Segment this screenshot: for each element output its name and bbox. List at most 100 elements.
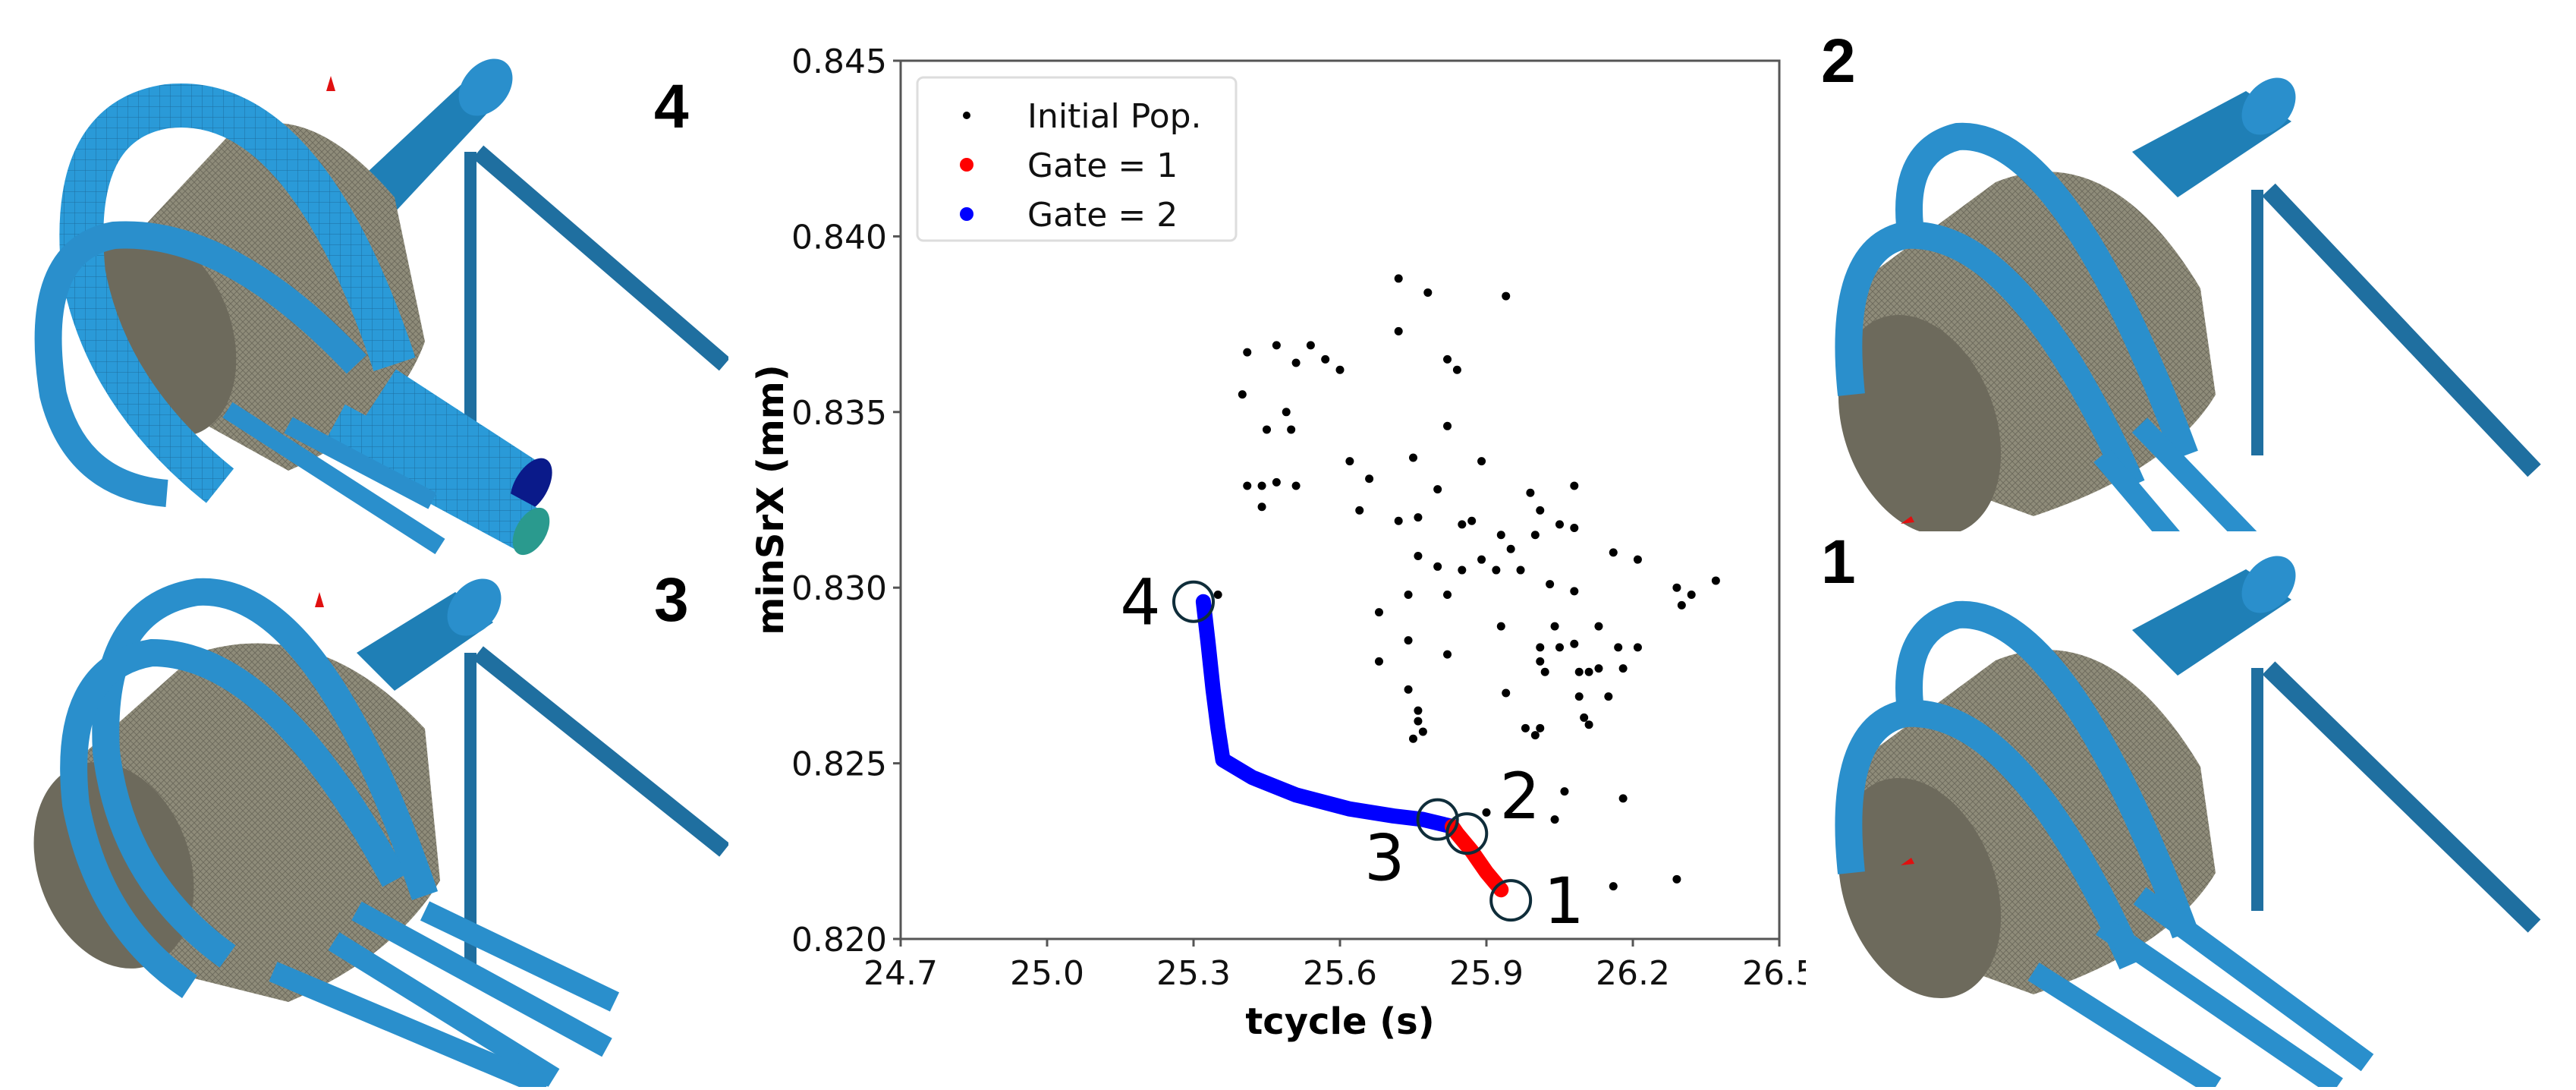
data-point-initial-pop	[1580, 713, 1589, 722]
data-point-initial-pop	[1257, 502, 1266, 512]
y-axis-label: minSrX (mm)	[750, 364, 792, 635]
data-point-initial-pop	[1506, 544, 1515, 553]
data-point-initial-pop	[1394, 516, 1403, 525]
data-point-initial-pop	[1570, 587, 1579, 596]
data-point-initial-pop	[1496, 622, 1505, 631]
y-tick-label: 0.835	[791, 394, 887, 433]
data-point-initial-pop	[1374, 657, 1383, 666]
mold-mesh-illustration	[34, 58, 731, 556]
data-point-initial-pop	[1711, 576, 1720, 585]
data-point-initial-pop	[1345, 457, 1354, 466]
solution-marker-circle	[1416, 798, 1459, 841]
mold-mesh-illustration	[33, 578, 730, 1090]
data-point-initial-pop	[1477, 555, 1486, 564]
data-point-initial-pop	[1433, 485, 1442, 494]
data-point-initial-pop	[1458, 565, 1467, 575]
data-point-initial-pop	[1555, 643, 1564, 652]
data-point-initial-pop	[1672, 583, 1681, 592]
solution-marker-circle	[1489, 879, 1533, 922]
data-point-initial-pop	[1521, 723, 1530, 732]
data-point-initial-pop	[1414, 513, 1423, 522]
data-point-initial-pop	[1614, 643, 1623, 652]
y-tick-label: 0.840	[791, 218, 887, 257]
data-point-initial-pop	[1482, 808, 1491, 817]
gate-2-front	[1195, 594, 1460, 834]
data-point-initial-pop	[1574, 667, 1584, 676]
data-point-initial-pop	[1414, 717, 1423, 726]
data-point-initial-pop	[1530, 731, 1540, 740]
x-tick-label: 25.9	[1449, 954, 1524, 993]
y-tick-label: 0.845	[791, 43, 887, 81]
solution-marker-label: 3	[1364, 821, 1404, 896]
legend-marker	[963, 112, 970, 119]
mesh-image-design-3: 3	[0, 562, 730, 1090]
data-point-initial-pop	[1594, 664, 1603, 673]
data-point-initial-pop	[1443, 354, 1452, 364]
mesh-image-design-1: 1	[1806, 531, 2576, 1090]
data-point-initial-pop	[1409, 453, 1417, 462]
y-tick-label: 0.825	[791, 745, 887, 784]
mold-mesh-illustration	[1835, 77, 2541, 660]
data-point-initial-pop	[1546, 580, 1555, 589]
solution-marker-circle	[1445, 812, 1489, 855]
data-point-initial-pop	[1291, 481, 1301, 490]
data-point-initial-pop	[1272, 477, 1281, 487]
data-point-initial-pop	[1496, 531, 1505, 540]
data-point-initial-pop	[1594, 622, 1603, 631]
data-point-initial-pop	[1618, 664, 1628, 673]
legend-marker	[960, 207, 973, 221]
mesh-image-design-4: 4	[0, 0, 731, 562]
panel-label: 3	[654, 565, 689, 635]
data-point-initial-pop	[1394, 326, 1403, 336]
data-point-initial-pop	[1238, 390, 1247, 399]
data-point-initial-pop	[1687, 590, 1696, 599]
data-point-initial-pop	[1604, 692, 1613, 701]
data-point-initial-pop	[1677, 600, 1686, 610]
chart-svg: 24.7 25.0 25.3 25.6 25.9 26.2 26.5 0.820 0.825 0.…	[750, 43, 1816, 1043]
data-point-initial-pop	[1414, 706, 1423, 715]
data-point-initial-pop	[1584, 667, 1593, 676]
data-point-initial-pop	[1574, 692, 1584, 701]
data-point-initial-pop	[1282, 408, 1291, 417]
data-point-initial-pop	[1423, 288, 1433, 297]
gate-1-front	[1445, 818, 1509, 898]
data-point-initial-pop	[1633, 555, 1642, 564]
mold-mesh-illustration	[1835, 556, 2541, 1090]
x-tick-label: 26.5	[1742, 954, 1806, 993]
panel-label: 4	[654, 72, 689, 141]
y-tick-label: 0.830	[791, 569, 887, 608]
data-point-initial-pop	[1584, 720, 1593, 729]
legend-label: Gate = 1	[1027, 146, 1178, 185]
data-point-initial-pop	[1536, 657, 1545, 666]
data-point-initial-pop	[1409, 734, 1417, 743]
data-point-initial-pop	[1502, 688, 1511, 698]
x-tick-label: 26.2	[1596, 954, 1670, 993]
data-point-initial-pop	[1560, 787, 1569, 796]
data-point-initial-pop	[1609, 548, 1618, 557]
data-point-initial-pop	[1540, 667, 1549, 676]
data-point-initial-pop	[1516, 565, 1525, 575]
data-point-initial-pop	[1526, 488, 1535, 497]
data-point-initial-pop	[1458, 520, 1467, 529]
data-point-initial-pop	[1263, 425, 1271, 434]
legend-marker	[960, 158, 973, 172]
data-point-initial-pop	[1467, 516, 1477, 525]
data-point-initial-pop	[1570, 524, 1579, 533]
data-point-initial-pop	[1555, 520, 1564, 529]
data-point-initial-pop	[1287, 425, 1296, 434]
data-point-initial-pop	[1433, 562, 1442, 571]
x-tick-label: 24.7	[863, 954, 938, 993]
data-point-initial-pop	[1272, 341, 1281, 350]
data-point-initial-pop	[1570, 481, 1579, 490]
data-point-initial-pop	[1404, 636, 1413, 645]
data-point-initial-pop	[1243, 481, 1252, 490]
data-point-initial-pop	[1443, 590, 1452, 599]
x-tick-label: 25.0	[1010, 954, 1084, 993]
data-point-initial-pop	[1530, 531, 1540, 540]
data-point-initial-pop	[1502, 291, 1511, 301]
data-point-initial-pop	[1355, 506, 1364, 515]
data-point-initial-pop	[1536, 723, 1545, 732]
data-point-initial-pop	[1618, 794, 1628, 803]
data-point-initial-pop	[1492, 565, 1501, 575]
data-point-initial-pop	[1452, 365, 1461, 374]
